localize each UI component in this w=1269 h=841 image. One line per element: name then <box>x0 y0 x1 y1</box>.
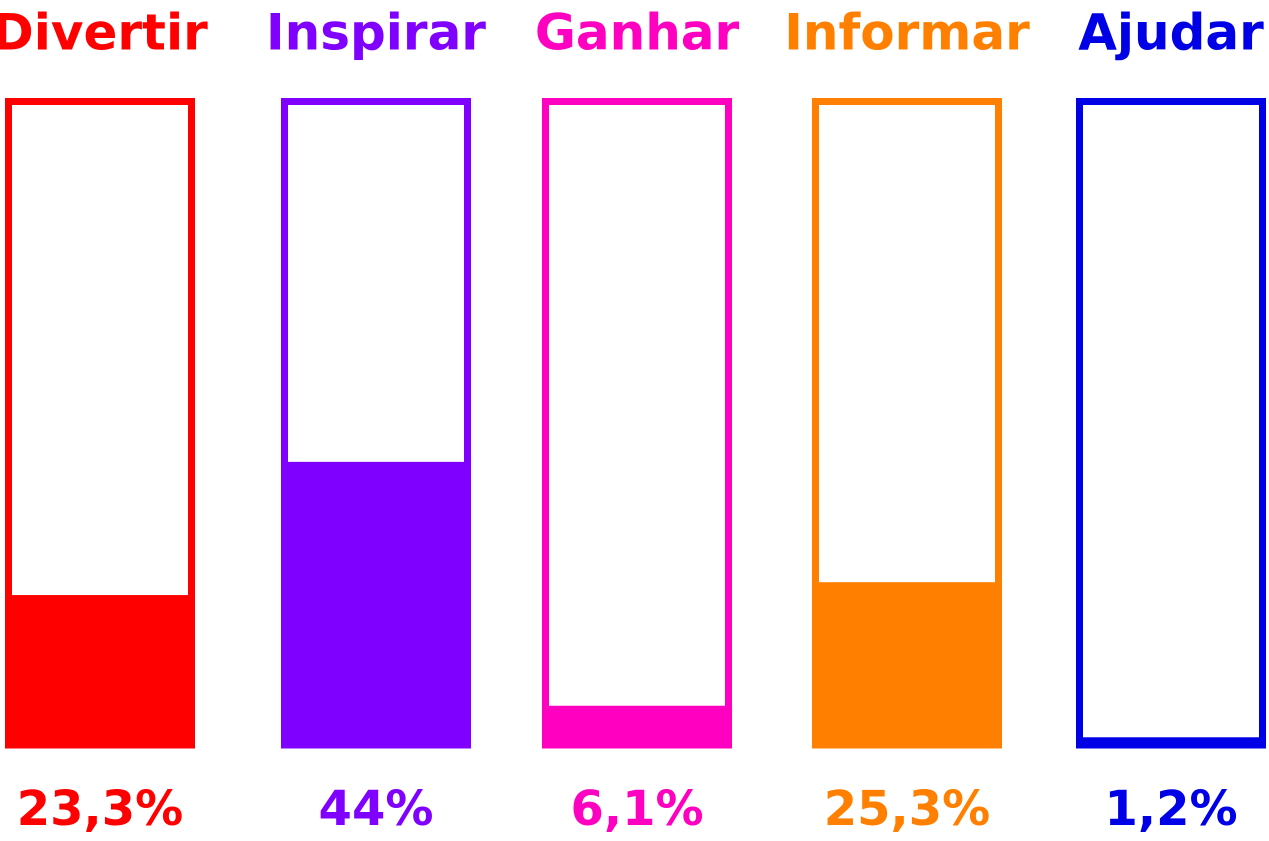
bar-group-ganhar: Ganhar 6,1% <box>535 4 740 838</box>
value-label: 44% <box>319 781 434 837</box>
value-label: 1,2% <box>1104 781 1237 837</box>
bar-fill <box>542 705 732 745</box>
category-label: Informar <box>784 4 1030 62</box>
value-label: 23,3% <box>17 781 184 837</box>
category-label: Inspirar <box>266 4 486 62</box>
value-label: 6,1% <box>570 781 703 837</box>
bar-fill <box>1076 737 1266 745</box>
bar-outline <box>542 98 732 749</box>
bar-group-divertir: Divertir 23,3% <box>0 4 208 838</box>
bar-fill <box>812 582 1002 745</box>
bar-outline <box>5 98 195 749</box>
bar-outline <box>1076 98 1266 749</box>
bar-fill <box>5 595 195 745</box>
bar-outline <box>281 98 471 749</box>
bar-group-inspirar: Inspirar 44% <box>266 4 486 838</box>
bar-group-ajudar: Ajudar 1,2% <box>1076 4 1266 837</box>
category-label: Divertir <box>0 4 208 62</box>
bar-outline <box>812 98 1002 749</box>
bar-fill <box>281 461 471 745</box>
category-label: Ganhar <box>535 4 740 62</box>
bar-group-informar: Informar 25,3% <box>784 4 1030 838</box>
value-label: 25,3% <box>824 781 991 837</box>
category-label: Ajudar <box>1078 4 1264 62</box>
